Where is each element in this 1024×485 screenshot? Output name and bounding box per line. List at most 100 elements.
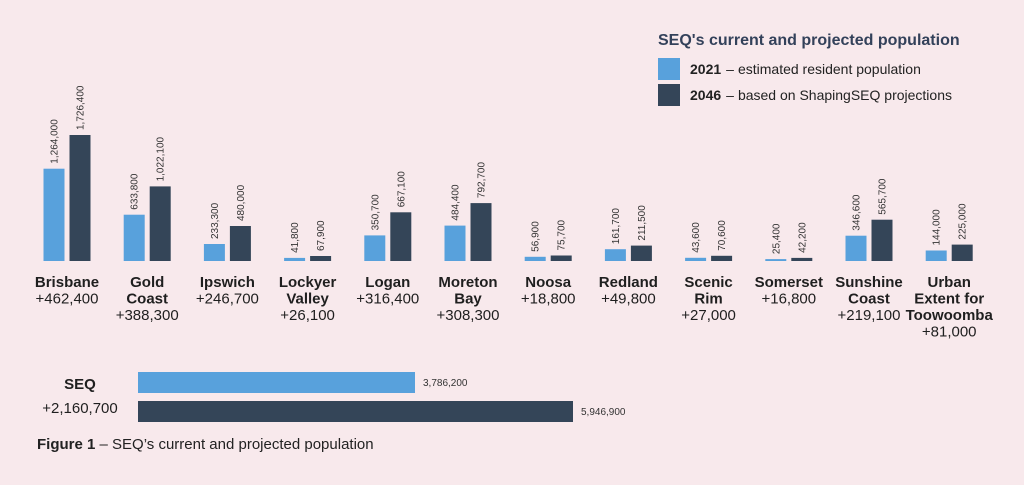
category-label: Noosa [525, 274, 572, 291]
legend-swatch-2021 [658, 58, 680, 80]
bar-2021-4 [364, 235, 386, 261]
category-change-label: +316,400 [356, 291, 419, 308]
bar-value-label: 667,100 [396, 171, 407, 208]
bar-value-label: 233,300 [210, 202, 221, 239]
seq-bar-2021 [138, 372, 415, 393]
category-label: Extent for [914, 291, 984, 308]
category-label: Rim [694, 291, 722, 308]
bar-2046-1 [149, 186, 171, 261]
category-label: Redland [599, 274, 658, 291]
bar-2021-2 [203, 244, 225, 261]
bar-value-label: 25,400 [771, 223, 782, 254]
category-change-label: +49,800 [601, 291, 656, 308]
bar-2046-3 [310, 256, 332, 261]
legend-key-2021: 2021 [690, 61, 722, 77]
legend-key-2046: 2046 [690, 87, 722, 103]
category-label: Moreton [438, 274, 497, 291]
category-change-label: +27,000 [681, 307, 736, 324]
category-label: Valley [286, 291, 329, 308]
category-change-label: +26,100 [280, 307, 335, 324]
category-label: Coast [848, 291, 890, 308]
category-label: Lockyer [279, 274, 337, 291]
figure-caption-text: – SEQ’s current and projected population [95, 436, 374, 453]
category-change-label: +462,400 [36, 291, 99, 308]
bar-value-label: 1,264,000 [50, 119, 61, 164]
legend-swatch-2046 [658, 84, 680, 106]
seq-bar-value-label: 3,786,200 [423, 378, 468, 389]
category-label: Brisbane [35, 274, 99, 291]
bar-2046-9 [791, 257, 813, 261]
bar-value-label: 792,700 [477, 162, 488, 199]
bar-value-label: 75,700 [557, 219, 568, 250]
category-label: Gold [130, 274, 164, 291]
legend: SEQ's current and projected population 2… [658, 32, 1018, 108]
bar-2046-7 [630, 245, 652, 261]
bar-2046-5 [470, 203, 492, 261]
bar-2021-1 [123, 214, 145, 261]
category-change-label: +18,800 [521, 291, 576, 308]
category-change-label: +81,000 [922, 324, 977, 341]
bar-value-label: 633,800 [130, 173, 141, 210]
bar-value-label: 350,700 [370, 194, 381, 231]
legend-item-2046: 2046 – based on ShapingSEQ projections [658, 82, 1018, 108]
bar-2021-9 [765, 259, 787, 261]
bar-value-label: 56,900 [531, 221, 542, 252]
bar-2021-10 [845, 235, 867, 261]
category-label: Logan [365, 274, 410, 291]
legend-desc-2046: based on ShapingSEQ projections [737, 87, 952, 103]
category-label: Coast [126, 291, 168, 308]
bar-2021-0 [43, 168, 65, 261]
bar-value-label: 41,800 [290, 222, 301, 253]
bar-2046-10 [871, 219, 893, 261]
seq-change-label: +2,160,700 [42, 400, 118, 417]
bar-value-label: 67,900 [316, 220, 327, 251]
category-change-label: +388,300 [116, 307, 179, 324]
bar-2046-11 [951, 244, 973, 261]
seq-category-label: SEQ [64, 376, 96, 393]
bar-2021-6 [524, 256, 546, 261]
category-change-label: +308,300 [437, 307, 500, 324]
bar-2021-3 [284, 257, 306, 261]
seq-bar-2046 [138, 401, 573, 422]
bar-value-label: 346,600 [852, 194, 863, 231]
bar-value-label: 144,000 [932, 209, 943, 246]
figure-caption-label: Figure 1 [37, 436, 96, 453]
category-label: Toowoomba [906, 307, 994, 324]
category-label: Ipswich [200, 274, 255, 291]
bar-2046-4 [390, 212, 412, 261]
category-change-label: +16,800 [761, 291, 816, 308]
bar-value-label: 43,600 [691, 222, 702, 253]
bar-value-label: 1,726,400 [76, 85, 87, 130]
bar-2021-7 [604, 249, 626, 261]
bar-value-label: 1,022,100 [156, 136, 167, 181]
seq-bar-value-label: 5,946,900 [581, 407, 626, 418]
category-label: Scenic [684, 274, 732, 291]
category-label: Urban [928, 274, 971, 291]
bar-2046-6 [550, 255, 572, 261]
bar-2021-5 [444, 225, 466, 261]
legend-title: SEQ's current and projected population [658, 32, 960, 49]
bar-2046-0 [69, 135, 91, 261]
legend-desc-2021: estimated resident population [737, 61, 921, 77]
figure-caption: Figure 1 – SEQ’s current and projected p… [37, 436, 374, 453]
bar-2021-8 [685, 257, 707, 261]
category-change-label: +219,100 [838, 307, 901, 324]
category-label: Bay [454, 291, 482, 308]
legend-item-2021: 2021 – estimated resident population [658, 56, 1018, 82]
legend-sep-2046: – [726, 87, 734, 103]
bar-2021-11 [925, 250, 947, 261]
bar-value-label: 565,700 [878, 178, 889, 215]
bar-value-label: 225,000 [958, 203, 969, 240]
bar-value-label: 161,700 [611, 208, 622, 245]
legend-sep-2021: – [726, 61, 734, 77]
bar-value-label: 484,400 [451, 184, 462, 221]
category-change-label: +246,700 [196, 291, 259, 308]
bar-value-label: 480,000 [236, 184, 247, 221]
bar-value-label: 70,600 [717, 220, 728, 251]
bar-2046-8 [711, 255, 733, 261]
bar-value-label: 211,500 [637, 205, 648, 241]
bar-value-label: 42,200 [797, 222, 808, 253]
category-label: Somerset [755, 274, 823, 291]
bar-2046-2 [229, 226, 251, 261]
